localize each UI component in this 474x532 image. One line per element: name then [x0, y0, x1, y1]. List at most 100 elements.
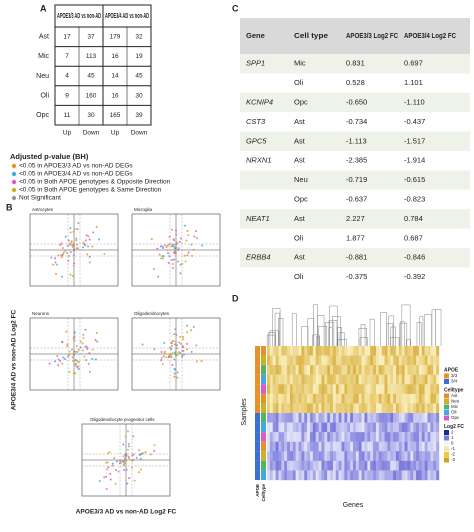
point	[192, 325, 195, 328]
heat-cell	[353, 432, 357, 442]
heat-cell	[410, 441, 414, 452]
point	[66, 244, 69, 247]
heat-cell	[275, 460, 279, 471]
heat-cell	[381, 441, 385, 452]
heat-cell	[353, 413, 357, 423]
heat-cell	[344, 403, 348, 414]
heat-cell	[335, 460, 339, 471]
heat-cell	[327, 374, 331, 385]
heat-cell	[284, 460, 288, 471]
heat-cell	[436, 460, 440, 471]
heat-cell	[387, 432, 391, 442]
cell-value: 32	[135, 34, 143, 41]
heat-cell	[292, 441, 296, 452]
heat-cell	[335, 470, 339, 481]
point	[140, 468, 143, 471]
point	[91, 348, 94, 351]
heat-cell	[381, 346, 385, 356]
heat-cell	[281, 403, 285, 414]
heat-cell	[378, 355, 382, 366]
heat-cell	[327, 403, 331, 414]
heat-cell	[378, 451, 382, 462]
heat-cell	[289, 451, 293, 462]
heat-cell	[398, 346, 402, 356]
point	[87, 235, 90, 238]
heat-cell	[310, 346, 314, 356]
annotation-bar	[261, 346, 266, 356]
heat-cell	[384, 460, 388, 471]
heat-cell	[341, 441, 345, 452]
point	[171, 364, 174, 367]
heat-cell	[390, 384, 394, 395]
point	[73, 248, 76, 251]
column-group: APOE3/4 AD vs non-AD	[105, 13, 149, 20]
heat-cell	[310, 422, 314, 433]
point	[171, 243, 174, 246]
heat-cell	[355, 365, 359, 375]
heat-cell	[404, 365, 408, 375]
point	[62, 251, 65, 254]
heat-cell	[295, 365, 299, 375]
heat-cell	[335, 365, 339, 375]
heat-cell	[312, 384, 316, 395]
point	[111, 464, 114, 467]
heat-cell	[364, 460, 368, 471]
heat-cell	[358, 403, 362, 414]
point	[55, 263, 58, 266]
heat-cell	[292, 365, 296, 375]
heat-cell	[269, 355, 273, 366]
heat-cell	[436, 451, 440, 462]
point	[124, 459, 127, 462]
heat-cell	[370, 432, 374, 442]
annotation-bar	[261, 422, 266, 433]
plot-title: Neurons	[32, 311, 50, 316]
heat-cell	[338, 393, 342, 404]
cell-value: 45	[87, 73, 95, 80]
annotation-bar	[255, 470, 260, 480]
heat-cell	[373, 460, 377, 471]
heat-cell	[281, 470, 285, 481]
heat-cell	[364, 403, 368, 414]
heat-cell	[272, 374, 276, 385]
heat-cell	[396, 413, 400, 423]
heat-cell	[272, 422, 276, 433]
annotation-bar	[255, 393, 260, 404]
heat-cell	[367, 413, 371, 423]
heat-cell	[318, 355, 322, 366]
heat-cell	[364, 355, 368, 366]
point	[125, 452, 128, 455]
heat-cell	[430, 374, 434, 385]
legend-label: Neu	[451, 399, 460, 404]
heat-cell	[387, 413, 391, 423]
heat-cell	[390, 422, 394, 433]
gene-name: KCNIP4	[246, 97, 273, 106]
point	[61, 247, 64, 250]
heat-cell	[315, 403, 319, 414]
point	[139, 453, 142, 456]
point	[153, 450, 156, 453]
heat-cell	[315, 422, 319, 433]
heat-cell	[344, 451, 348, 462]
heat-cell	[332, 432, 336, 442]
table-cell: -1.914	[404, 156, 425, 165]
point	[69, 273, 72, 276]
heat-cell	[370, 384, 374, 395]
heat-cell	[310, 470, 314, 481]
heat-cell	[267, 422, 271, 433]
point	[179, 263, 182, 266]
heat-cell	[335, 422, 339, 433]
legend-label: Ast	[451, 393, 458, 398]
point	[86, 347, 89, 350]
heat-cell	[324, 441, 328, 452]
heat-cell	[312, 432, 316, 442]
cell-value: 17	[63, 34, 71, 41]
heat-cell	[421, 460, 425, 471]
heat-cell	[327, 441, 331, 452]
heat-cell	[364, 422, 368, 433]
point	[175, 233, 178, 236]
legend-label: 2	[451, 430, 454, 435]
heat-cell	[387, 470, 391, 481]
point	[181, 354, 184, 357]
point	[190, 243, 193, 246]
heat-cell	[421, 413, 425, 423]
